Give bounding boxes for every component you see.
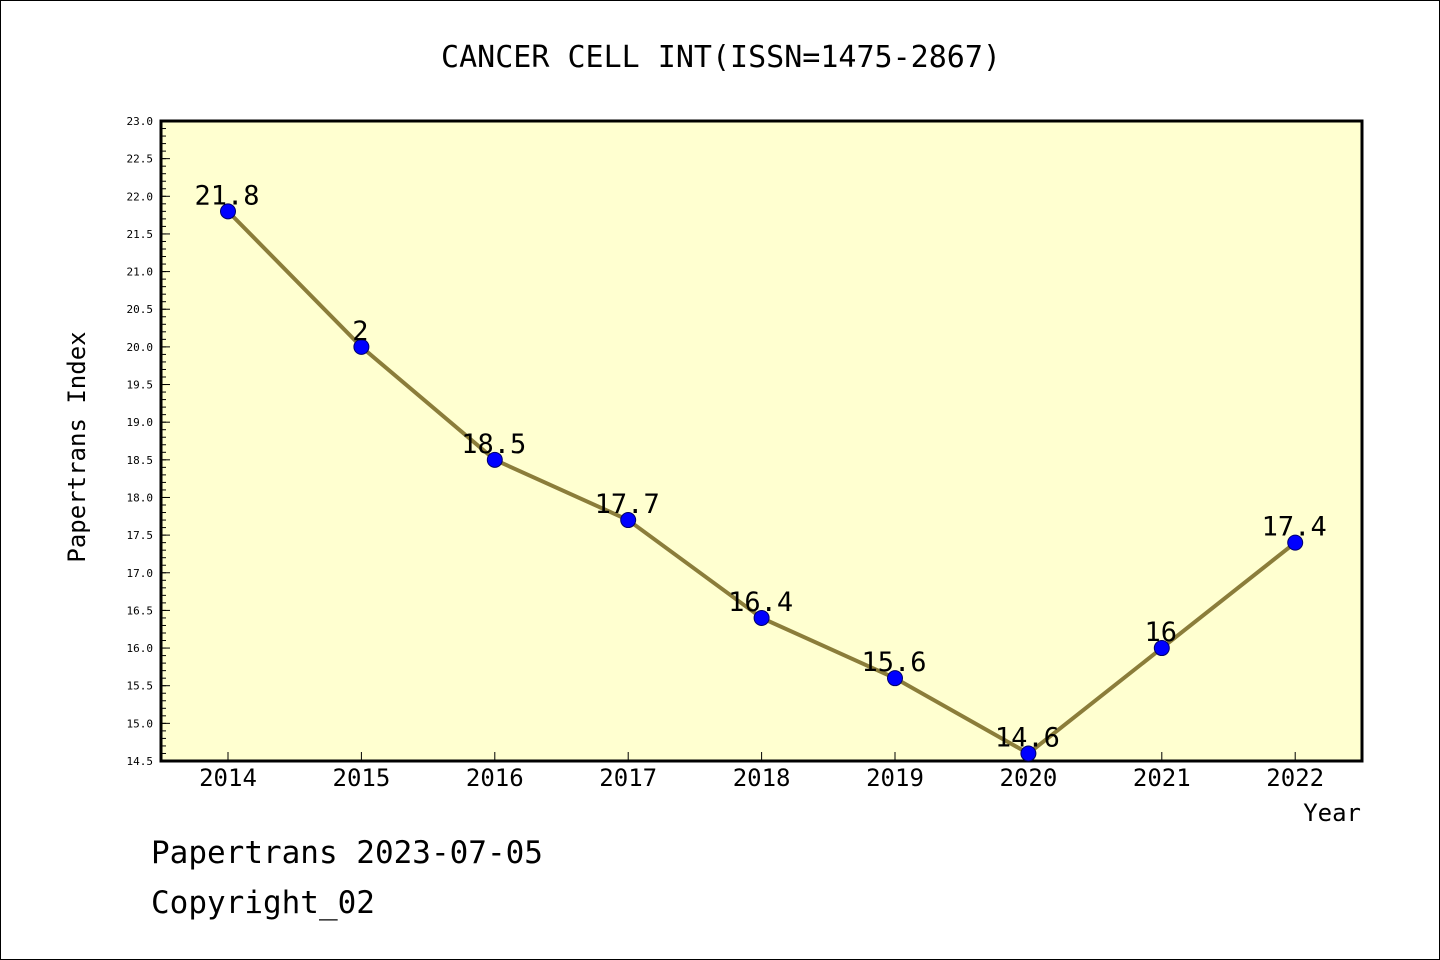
y-tick-label: 22.5: [127, 153, 154, 166]
y-axis: 14.5 15.0 15.5 16.0 16.5 17.0 17.5 18.0 18.5 19.0…: [127, 115, 170, 768]
x-tick-label: 2015: [333, 764, 391, 792]
data-label: 15.6: [861, 647, 926, 678]
y-tick-label: 23.0: [127, 115, 154, 128]
y-tick-label: 18.0: [127, 491, 154, 504]
data-label: 16: [1145, 617, 1178, 648]
x-tick-label: 2018: [733, 764, 791, 792]
data-point: [486, 451, 503, 468]
x-tick-label: 2016: [466, 764, 524, 792]
y-tick-label: 15.0: [127, 717, 154, 730]
y-tick-label: 16.0: [127, 642, 154, 655]
data-point: [1153, 640, 1170, 657]
data-labels: 21.8 2 18.5 17.7 16.4 15.6 14.6 16 17.4: [194, 180, 1326, 753]
data-point: [753, 609, 770, 626]
y-tick-label: 16.5: [127, 604, 154, 617]
data-point: [353, 338, 370, 355]
data-point: [1287, 534, 1304, 551]
data-label: 18.5: [461, 429, 526, 460]
data-label: 16.4: [728, 587, 793, 618]
data-label: 21.8: [194, 180, 259, 211]
data-label: 17.4: [1262, 512, 1327, 543]
data-label: 14.6: [995, 722, 1060, 753]
y-tick-label: 18.5: [127, 454, 154, 467]
series-markers: [220, 203, 1304, 762]
x-tick-label: 2017: [599, 764, 657, 792]
data-point: [220, 203, 236, 220]
y-tick-label: 22.0: [127, 190, 154, 203]
footer-date: Papertrans 2023-07-05: [151, 835, 543, 871]
y-tick-label: 20.5: [127, 303, 154, 316]
y-tick-label: 19.0: [127, 416, 154, 429]
chart-title: CANCER CELL INT(ISSN=1475-2867): [441, 40, 1001, 75]
y-tick-label: 21.0: [127, 266, 154, 279]
y-tick-label: 20.0: [127, 341, 154, 354]
x-axis-label: Year: [1303, 799, 1361, 827]
x-axis: 2014 2015 2016 2017 2018 2019 2020 2021 2022: [199, 752, 1324, 792]
x-tick-label: 2021: [1133, 764, 1191, 792]
data-point: [887, 670, 903, 687]
x-tick-label: 2020: [1000, 764, 1058, 792]
data-point: [620, 512, 637, 529]
x-tick-label: 2022: [1266, 764, 1324, 792]
y-tick-label: 14.5: [127, 755, 154, 768]
plot-area: [159, 119, 1364, 763]
data-label: 17.7: [595, 489, 660, 520]
data-point: [1020, 745, 1037, 762]
x-tick-label: 2019: [866, 764, 924, 792]
y-tick-label: 17.5: [127, 529, 154, 542]
y-tick-label: 19.5: [127, 379, 154, 392]
x-tick-label: 2014: [199, 764, 257, 792]
y-axis-label: Papertrans Index: [63, 331, 91, 562]
data-label: 2: [352, 316, 368, 347]
footer-copyright: Copyright_02: [151, 885, 375, 921]
y-tick-label: 17.0: [127, 567, 154, 580]
y-tick-label: 21.5: [127, 228, 154, 241]
y-tick-label: 15.5: [127, 680, 154, 693]
